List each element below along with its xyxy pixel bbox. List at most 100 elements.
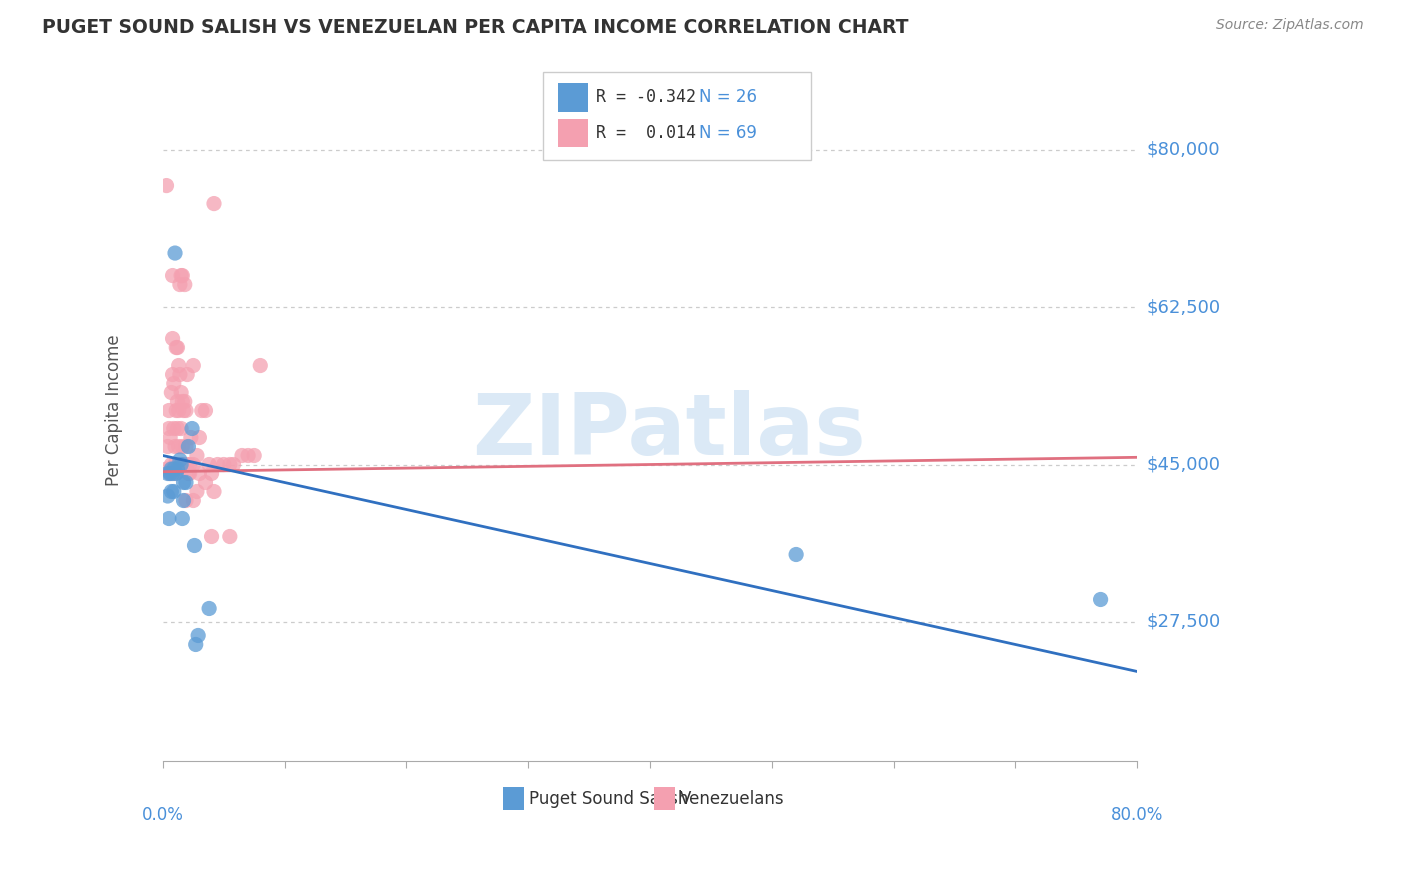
Point (173, 394, 195, 409)
Point (198, 601, 221, 615)
FancyBboxPatch shape (558, 119, 588, 146)
Point (173, 458, 195, 472)
Point (236, 449, 259, 463)
Point (162, 467, 184, 481)
Text: ZIPatlas: ZIPatlas (472, 390, 866, 473)
Point (159, 430, 181, 444)
Point (163, 462, 186, 476)
Point (179, 467, 201, 481)
Point (156, 467, 179, 481)
Text: Source: ZipAtlas.com: Source: ZipAtlas.com (1216, 18, 1364, 32)
Point (198, 458, 221, 472)
Point (184, 638, 207, 652)
Point (163, 467, 186, 481)
Point (169, 368, 191, 382)
FancyBboxPatch shape (654, 788, 675, 810)
Point (157, 421, 180, 435)
Point (159, 467, 181, 481)
Point (162, 332, 184, 346)
Point (163, 376, 186, 391)
Text: Venezuelans: Venezuelans (681, 789, 785, 807)
Point (188, 430, 211, 444)
Point (243, 449, 266, 463)
Point (172, 440, 194, 454)
Point (163, 440, 186, 454)
Point (160, 458, 183, 472)
Point (177, 467, 200, 481)
Point (176, 458, 198, 472)
Point (207, 458, 229, 472)
Point (160, 462, 183, 476)
Text: PUGET SOUND SALISH VS VENEZUELAN PER CAPITA INCOME CORRELATION CHART: PUGET SOUND SALISH VS VENEZUELAN PER CAP… (42, 18, 908, 37)
Point (176, 368, 198, 382)
Point (170, 458, 193, 472)
Point (1090, 592, 1112, 607)
Point (222, 458, 245, 472)
Text: Per Capita Income: Per Capita Income (105, 334, 124, 486)
FancyBboxPatch shape (543, 72, 811, 160)
Point (172, 511, 194, 525)
Text: $62,500: $62,500 (1147, 298, 1220, 316)
Point (165, 403, 187, 417)
Point (180, 430, 202, 444)
Point (160, 484, 183, 499)
Text: N = 69: N = 69 (699, 124, 756, 142)
Point (166, 394, 188, 409)
Point (181, 359, 204, 373)
Point (174, 440, 197, 454)
Point (162, 368, 184, 382)
Point (157, 511, 180, 525)
Point (183, 539, 205, 553)
Point (170, 458, 193, 472)
Point (163, 246, 186, 260)
Point (186, 484, 208, 499)
Point (187, 628, 209, 642)
Point (188, 467, 211, 481)
Point (163, 421, 186, 435)
Point (202, 484, 225, 499)
Point (167, 440, 190, 454)
Text: R = -0.342: R = -0.342 (596, 88, 696, 106)
Text: 0.0%: 0.0% (142, 806, 184, 824)
Point (179, 458, 201, 472)
Point (173, 277, 195, 292)
Point (165, 341, 187, 355)
Point (162, 268, 184, 283)
Point (174, 493, 197, 508)
Text: 80.0%: 80.0% (1111, 806, 1163, 824)
Point (212, 458, 235, 472)
Point (181, 458, 204, 472)
Point (173, 403, 195, 417)
Point (172, 268, 194, 283)
Point (181, 421, 204, 435)
Text: N = 26: N = 26 (699, 88, 756, 106)
Point (166, 421, 188, 435)
Point (177, 440, 200, 454)
Point (165, 467, 187, 481)
Point (231, 449, 253, 463)
Point (166, 462, 188, 476)
Point (169, 453, 191, 467)
Point (163, 458, 186, 472)
Point (170, 268, 193, 283)
Point (194, 475, 217, 490)
FancyBboxPatch shape (558, 84, 588, 112)
Text: $27,500: $27,500 (1147, 613, 1222, 631)
Point (249, 359, 271, 373)
Point (170, 421, 193, 435)
Point (167, 359, 190, 373)
Point (194, 403, 217, 417)
Point (170, 385, 193, 400)
Text: $80,000: $80,000 (1147, 141, 1220, 159)
Point (166, 341, 188, 355)
Point (172, 394, 194, 409)
Point (157, 403, 180, 417)
Point (200, 529, 222, 543)
Point (156, 489, 179, 503)
Point (156, 440, 179, 454)
Point (163, 484, 186, 499)
Point (169, 277, 191, 292)
FancyBboxPatch shape (503, 788, 524, 810)
Point (186, 449, 208, 463)
Point (218, 529, 240, 543)
